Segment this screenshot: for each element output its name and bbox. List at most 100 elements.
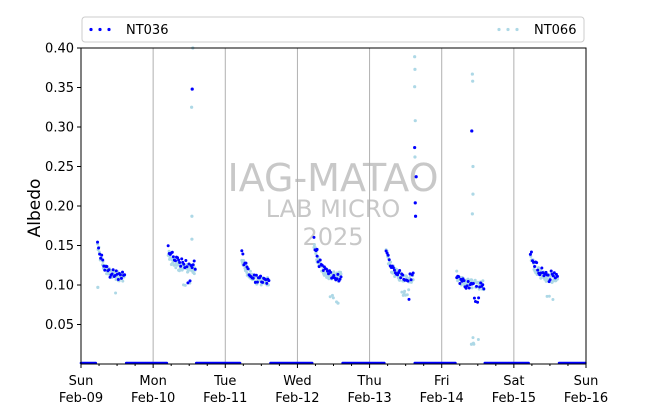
x-tick-label-day: Sun <box>574 374 599 389</box>
legend-dot <box>497 27 501 32</box>
data-point <box>265 281 269 285</box>
data-point <box>244 261 248 265</box>
data-point <box>190 266 194 270</box>
watermark-line-2: LAB MICRO <box>266 195 401 223</box>
data-point <box>328 295 332 299</box>
data-point <box>398 278 402 282</box>
data-point <box>105 265 109 268</box>
data-point <box>167 249 171 253</box>
data-point <box>115 275 119 279</box>
data-point <box>472 296 476 300</box>
data-point <box>183 283 187 287</box>
legend-marker-nt066 <box>497 27 519 32</box>
data-point <box>389 260 393 264</box>
x-tick-label-date: Feb-16 <box>564 391 608 406</box>
data-point <box>465 284 469 288</box>
data-point <box>466 279 470 283</box>
data-point-spike <box>190 237 194 241</box>
data-point-spike <box>413 55 417 59</box>
data-point-spike <box>413 85 417 89</box>
data-point <box>475 284 479 288</box>
y-tick-label: 0.15 <box>45 239 74 254</box>
data-point <box>99 256 103 260</box>
data-point <box>166 244 170 248</box>
data-point <box>400 290 404 294</box>
data-point <box>321 268 325 272</box>
data-point <box>462 279 466 283</box>
data-point-spike <box>471 79 475 83</box>
data-point <box>329 270 333 274</box>
data-point <box>312 243 316 247</box>
data-point <box>535 261 539 265</box>
data-point <box>393 274 397 278</box>
data-point <box>473 278 477 282</box>
x-axis: Sun Feb-09 Mon Feb-10 Tue Feb-11 Wed Feb-12 Thu F… <box>59 364 608 406</box>
data-point <box>320 263 324 267</box>
data-point <box>551 298 555 302</box>
data-point <box>398 268 402 272</box>
data-point <box>330 293 334 297</box>
legend-label-nt066: NT066 <box>534 23 576 38</box>
data-point-spike <box>414 175 418 179</box>
data-point <box>470 278 474 282</box>
y-axis-label: Albedo <box>25 179 45 238</box>
data-point <box>338 277 342 281</box>
data-point <box>97 246 101 250</box>
data-point <box>185 265 189 269</box>
data-point <box>171 255 175 259</box>
data-point <box>467 286 471 290</box>
data-point <box>182 262 186 266</box>
x-tick-label-date: Feb-10 <box>131 391 175 406</box>
x-tick-label-date: Feb-09 <box>59 391 103 406</box>
data-point <box>193 267 197 271</box>
data-point <box>192 259 196 263</box>
y-tick-label: 0.05 <box>45 318 74 333</box>
y-tick-label: 0.20 <box>45 200 74 215</box>
data-point <box>401 293 405 297</box>
data-point <box>248 269 252 273</box>
data-point <box>482 287 486 291</box>
data-point-spike <box>471 192 475 196</box>
data-point <box>114 291 118 295</box>
data-point-spike <box>336 301 340 305</box>
legend-dot <box>89 27 93 32</box>
data-point <box>192 272 196 276</box>
data-point <box>399 276 403 280</box>
data-point <box>411 271 415 275</box>
data-point <box>481 283 485 287</box>
data-point <box>332 270 336 274</box>
data-point <box>403 289 407 293</box>
data-point-spike <box>413 201 417 205</box>
data-point <box>401 273 405 277</box>
data-point <box>546 273 550 277</box>
data-point <box>477 287 481 291</box>
data-point <box>548 278 552 282</box>
data-point <box>318 258 322 262</box>
data-point <box>339 275 343 279</box>
data-point <box>259 274 263 278</box>
day-gridlines <box>152 48 515 364</box>
x-tick-label-date: Feb-12 <box>275 391 319 406</box>
watermark-line-1: IAG-MATAO <box>227 156 438 200</box>
data-point <box>336 272 340 276</box>
data-point <box>101 258 105 262</box>
legend: NT036 NT066 <box>81 16 585 43</box>
data-point <box>477 296 481 300</box>
data-point <box>111 268 115 272</box>
data-point <box>170 250 174 254</box>
data-point <box>528 252 532 256</box>
data-point <box>553 276 557 280</box>
data-point <box>259 283 263 287</box>
x-tick-label-day: Tue <box>213 374 236 389</box>
data-point <box>116 278 120 282</box>
data-point <box>331 296 335 300</box>
data-point <box>178 260 182 264</box>
data-point <box>407 288 411 292</box>
data-point <box>339 272 343 276</box>
legend-dot <box>506 27 510 32</box>
data-point-spike <box>470 129 474 133</box>
data-point <box>317 265 321 269</box>
x-tick-label-day: Wed <box>283 374 311 389</box>
data-point-spike <box>190 105 194 109</box>
